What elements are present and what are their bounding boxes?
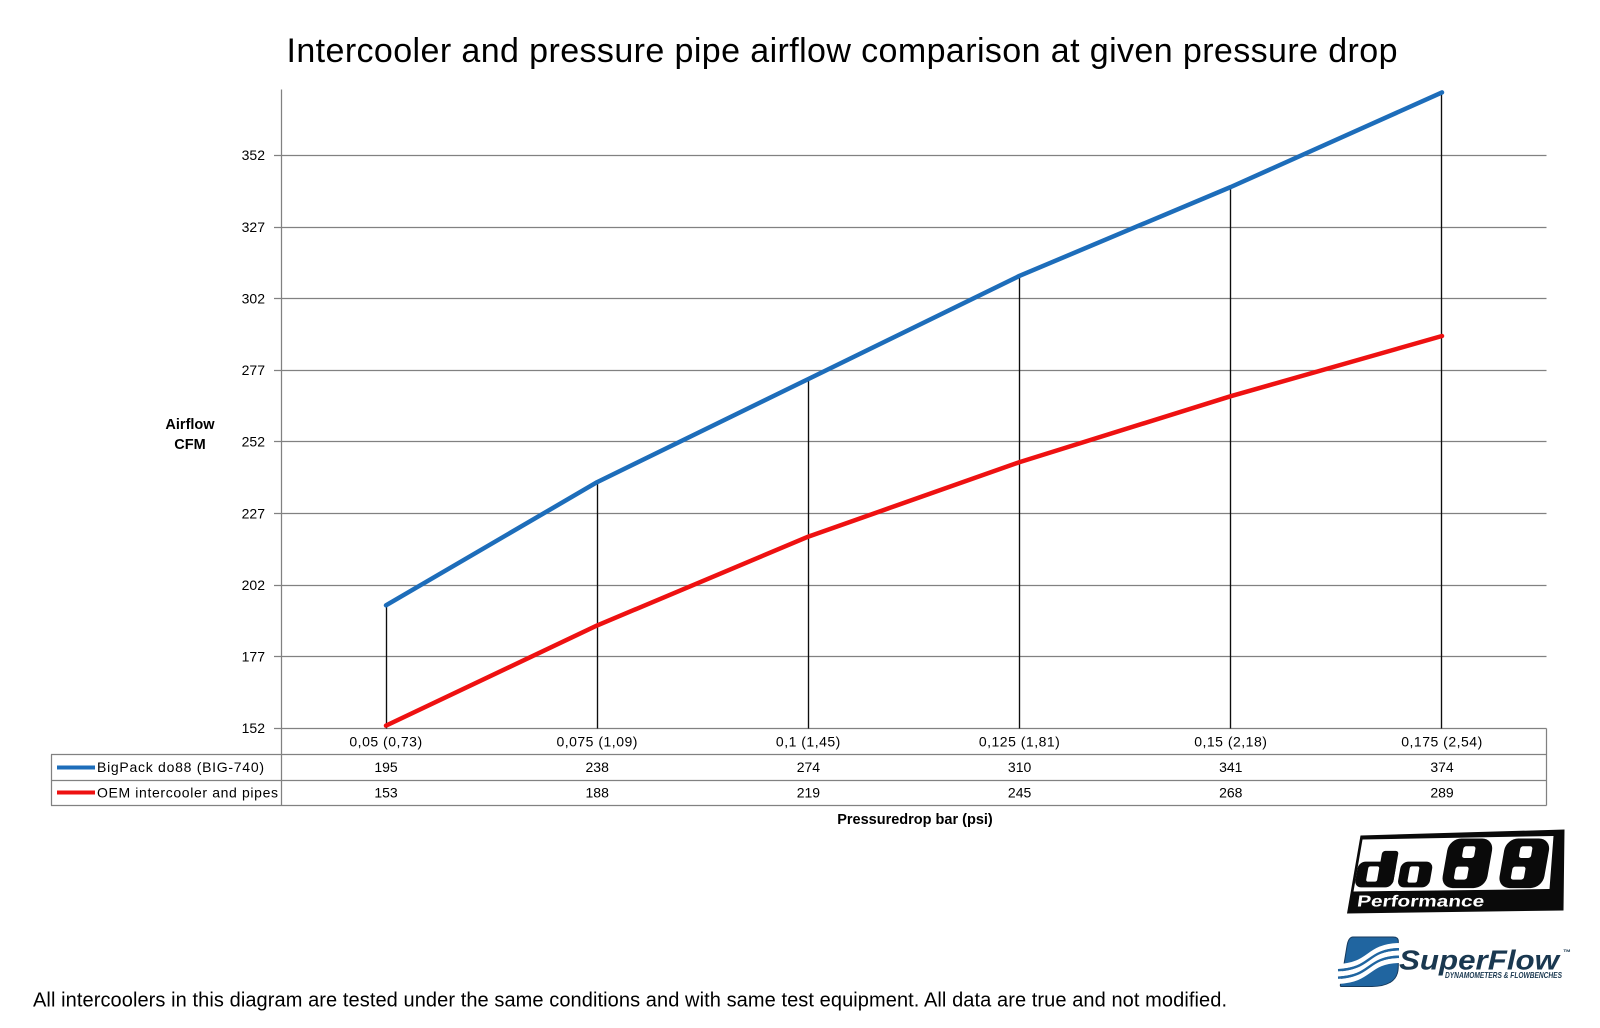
svg-text:0,075 (1,09): 0,075 (1,09) <box>556 734 638 750</box>
svg-text:0,125 (1,81): 0,125 (1,81) <box>979 734 1061 750</box>
svg-text:219: 219 <box>797 784 821 800</box>
svg-text:195: 195 <box>374 759 398 775</box>
svg-text:0,1 (1,45): 0,1 (1,45) <box>776 734 841 750</box>
svg-text:OEM intercooler and pipes: OEM intercooler and pipes <box>97 784 278 800</box>
svg-text:Intercooler and pressure pipe: Intercooler and pressure pipe airflow co… <box>287 32 1398 70</box>
svg-text:Airflow: Airflow <box>165 417 215 433</box>
svg-text:274: 274 <box>797 759 821 775</box>
svg-text:Pressuredrop bar (psi): Pressuredrop bar (psi) <box>837 812 993 828</box>
svg-text:268: 268 <box>1219 784 1243 800</box>
svg-text:302: 302 <box>242 291 266 307</box>
svg-text:All intercoolers in this diagr: All intercoolers in this diagram are tes… <box>33 990 1227 1012</box>
svg-text:152: 152 <box>242 720 266 736</box>
svg-text:™: ™ <box>1563 948 1571 957</box>
svg-text:0,15 (2,18): 0,15 (2,18) <box>1194 734 1267 750</box>
svg-text:352: 352 <box>242 147 266 163</box>
svg-text:374: 374 <box>1430 759 1454 775</box>
svg-text:188: 188 <box>586 784 610 800</box>
svg-text:277: 277 <box>242 362 266 378</box>
svg-text:Performance: Performance <box>1356 893 1486 911</box>
svg-text:177: 177 <box>242 649 266 665</box>
svg-text:252: 252 <box>242 434 266 450</box>
svg-text:238: 238 <box>586 759 610 775</box>
svg-text:SuperFlow: SuperFlow <box>1399 945 1561 976</box>
svg-text:0,175 (2,54): 0,175 (2,54) <box>1401 734 1483 750</box>
svg-text:0,05 (0,73): 0,05 (0,73) <box>349 734 422 750</box>
svg-text:289: 289 <box>1430 784 1454 800</box>
svg-text:245: 245 <box>1008 784 1032 800</box>
svg-text:327: 327 <box>242 219 266 235</box>
svg-text:202: 202 <box>242 577 266 593</box>
svg-text:CFM: CFM <box>174 437 205 453</box>
svg-text:341: 341 <box>1219 759 1243 775</box>
svg-text:BigPack do88 (BIG-740): BigPack do88 (BIG-740) <box>97 759 264 775</box>
svg-text:DYNAMOMETERS & FLOWBENCHES: DYNAMOMETERS & FLOWBENCHES <box>1445 971 1562 980</box>
svg-text:227: 227 <box>242 505 266 521</box>
svg-text:153: 153 <box>374 784 398 800</box>
svg-text:310: 310 <box>1008 759 1032 775</box>
